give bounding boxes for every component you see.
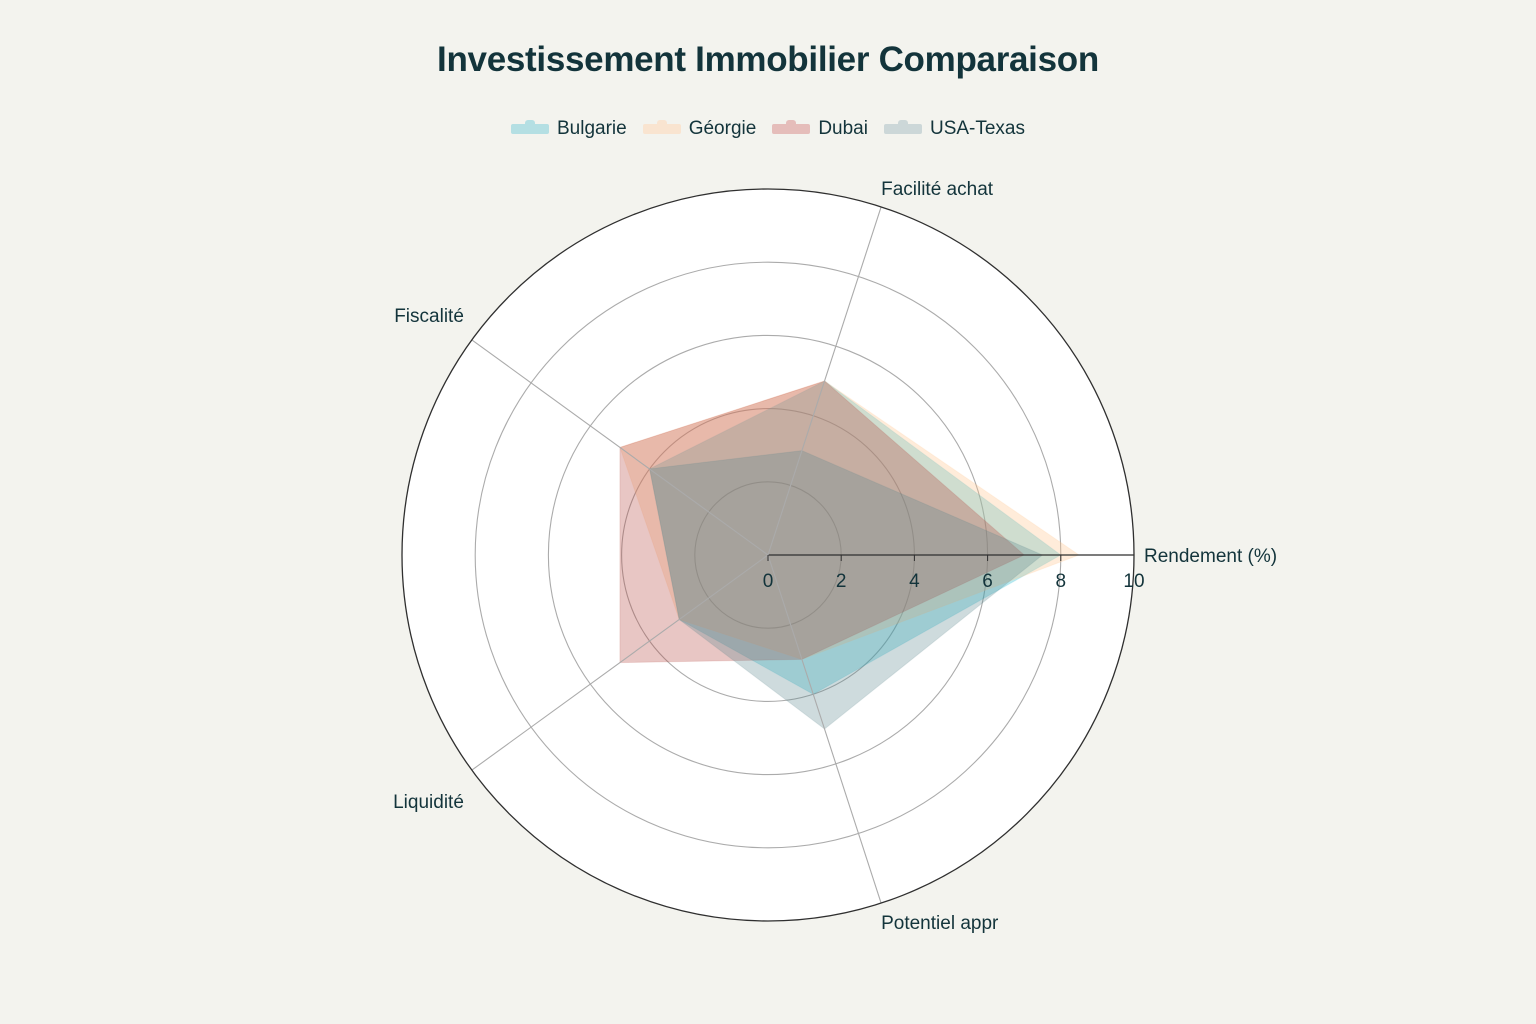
axis-label-fiscalit: Fiscalité	[394, 306, 464, 327]
axis-line	[767, 206, 882, 556]
legend-label: Bulgarie	[556, 118, 627, 139]
series-dubai[interactable]	[619, 380, 1026, 664]
polar-grid	[474, 261, 1062, 849]
radial-tick-label: 0	[763, 571, 774, 592]
legend-swatch-icon	[510, 120, 549, 134]
radial-tick-label: 6	[982, 571, 993, 592]
axis-line	[471, 554, 769, 771]
outer-ring	[401, 188, 1135, 922]
legend-label: Dubai	[818, 118, 868, 139]
series-bulgarie[interactable]	[649, 380, 1062, 695]
axis-line	[471, 339, 769, 556]
series-usa-texas[interactable]	[649, 450, 1044, 730]
axis-label-rendement: Rendement (%)	[1144, 546, 1277, 567]
axis-label-facilit-achat: Facilité achat	[881, 179, 994, 200]
legend-item-usa-texas[interactable]: USA-Texas	[883, 118, 1025, 140]
series-layer	[619, 380, 1081, 730]
radial-tick-label: 2	[836, 571, 847, 592]
axis-label-potentiel-appr: Potentiel appr	[881, 913, 999, 934]
legend-swatch-icon	[772, 120, 811, 134]
radial-tick-label: 4	[909, 571, 920, 592]
radial-tick-label: 8	[1056, 571, 1067, 592]
axis-line	[767, 554, 882, 904]
legend-swatch-icon	[883, 120, 922, 134]
axes-layer	[471, 206, 1135, 904]
radial-tick-label: 10	[1123, 571, 1144, 592]
legend-item-dubai[interactable]: Dubai	[772, 118, 868, 140]
legend: Bulgarie Géorgie Dubai USA-Texas	[0, 118, 1536, 140]
legend-swatch-icon	[642, 120, 681, 134]
legend-item-bulgarie[interactable]: Bulgarie	[510, 118, 627, 140]
series-g-orgie[interactable]	[619, 380, 1081, 660]
axis-label-liquidit: Liquidité	[393, 792, 464, 813]
chart-title: Investissement Immobilier Comparaison	[437, 40, 1099, 79]
legend-label: USA-Texas	[929, 118, 1025, 139]
legend-item-georgie[interactable]: Géorgie	[642, 118, 757, 140]
legend-label: Géorgie	[688, 118, 757, 139]
